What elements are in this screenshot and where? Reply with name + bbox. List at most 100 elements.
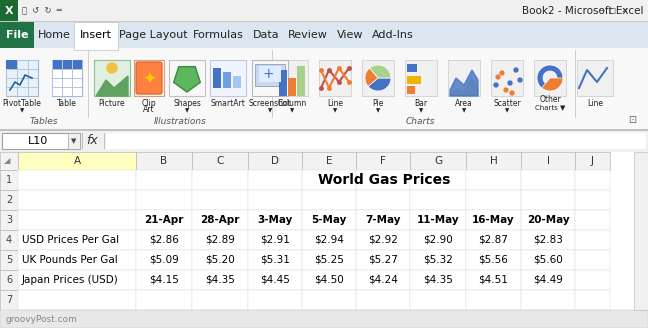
Text: Review: Review xyxy=(288,30,328,40)
Bar xyxy=(356,290,410,310)
Text: J: J xyxy=(591,156,594,166)
Bar xyxy=(575,50,576,118)
Text: $2.92: $2.92 xyxy=(368,235,398,245)
Bar xyxy=(0,170,18,190)
Text: Screenshot: Screenshot xyxy=(249,98,292,108)
Bar xyxy=(575,270,610,290)
Bar xyxy=(288,78,296,96)
Bar xyxy=(0,290,18,310)
Text: Bar: Bar xyxy=(415,98,428,108)
Bar xyxy=(575,190,610,210)
Text: Column: Column xyxy=(277,98,307,108)
Text: Shapes: Shapes xyxy=(173,98,201,108)
Bar xyxy=(0,22,34,48)
Bar xyxy=(248,190,302,210)
Bar xyxy=(410,230,466,250)
Bar xyxy=(302,290,356,310)
Bar xyxy=(356,230,410,250)
Bar xyxy=(410,152,466,170)
Text: 28-Apr: 28-Apr xyxy=(200,215,240,225)
Bar xyxy=(136,152,192,170)
Text: Art: Art xyxy=(143,106,155,114)
Text: X: X xyxy=(5,6,14,16)
Text: D: D xyxy=(271,156,279,166)
Point xyxy=(505,80,515,86)
Bar xyxy=(192,250,248,270)
Bar xyxy=(28,60,29,96)
Bar xyxy=(302,152,356,170)
Bar xyxy=(192,210,248,230)
Text: ▼: ▼ xyxy=(290,109,294,113)
Text: $5.27: $5.27 xyxy=(368,255,398,265)
Bar xyxy=(52,60,82,61)
Bar xyxy=(223,72,231,88)
Bar xyxy=(407,64,417,72)
Text: A: A xyxy=(73,156,80,166)
Text: Illustrations: Illustrations xyxy=(154,117,207,127)
Bar xyxy=(0,230,18,250)
Text: Other: Other xyxy=(539,95,561,105)
Bar xyxy=(407,76,421,84)
Bar xyxy=(279,70,287,96)
Text: $2.89: $2.89 xyxy=(205,235,235,245)
FancyBboxPatch shape xyxy=(136,62,162,94)
Bar xyxy=(0,270,18,290)
Bar xyxy=(521,152,575,170)
Bar xyxy=(18,270,136,290)
Bar xyxy=(18,290,136,310)
Text: Scatter: Scatter xyxy=(493,98,521,108)
Text: $4.35: $4.35 xyxy=(423,275,453,285)
Text: ▼: ▼ xyxy=(376,109,380,113)
Bar xyxy=(302,210,356,230)
Text: $5.25: $5.25 xyxy=(314,255,344,265)
Wedge shape xyxy=(542,78,563,91)
Bar xyxy=(362,60,394,96)
Bar xyxy=(356,210,410,230)
Bar xyxy=(52,60,82,96)
Text: 21-Apr: 21-Apr xyxy=(145,215,183,225)
Text: 7-May: 7-May xyxy=(365,215,400,225)
Text: ⊡: ⊡ xyxy=(628,115,636,125)
Bar xyxy=(0,152,18,170)
Text: $2.94: $2.94 xyxy=(314,235,344,245)
Text: 5: 5 xyxy=(6,255,12,265)
Bar xyxy=(6,78,38,79)
Bar xyxy=(302,270,356,290)
Bar xyxy=(248,170,302,190)
Text: Japan Prices (USD): Japan Prices (USD) xyxy=(22,275,119,285)
Bar xyxy=(521,230,575,250)
Bar xyxy=(18,210,136,230)
Bar xyxy=(192,170,248,190)
Bar xyxy=(52,60,53,96)
Bar xyxy=(0,21,648,22)
Bar xyxy=(410,170,466,190)
Bar xyxy=(52,60,82,69)
Text: $2.87: $2.87 xyxy=(479,235,509,245)
Bar xyxy=(302,230,356,250)
Text: 7: 7 xyxy=(6,295,12,305)
Bar xyxy=(192,230,248,250)
Bar xyxy=(259,66,281,82)
Text: B: B xyxy=(161,156,168,166)
Bar xyxy=(302,170,356,190)
Bar xyxy=(521,250,575,270)
Text: PivotTable: PivotTable xyxy=(3,98,41,108)
Text: $4.35: $4.35 xyxy=(205,275,235,285)
Point xyxy=(491,82,501,88)
Bar xyxy=(577,60,613,96)
Bar xyxy=(491,60,523,96)
Text: Home: Home xyxy=(38,30,71,40)
Bar xyxy=(0,0,18,22)
Text: Line: Line xyxy=(587,98,603,108)
Bar xyxy=(521,210,575,230)
Text: Picture: Picture xyxy=(98,98,125,108)
Text: 11-May: 11-May xyxy=(417,215,459,225)
Wedge shape xyxy=(369,65,391,78)
Text: Add-Ins: Add-Ins xyxy=(372,30,414,40)
Text: $5.60: $5.60 xyxy=(533,255,563,265)
Text: $5.20: $5.20 xyxy=(205,255,235,265)
Text: Data: Data xyxy=(253,30,279,40)
Bar xyxy=(192,270,248,290)
Bar xyxy=(356,152,410,170)
Bar xyxy=(410,290,466,310)
